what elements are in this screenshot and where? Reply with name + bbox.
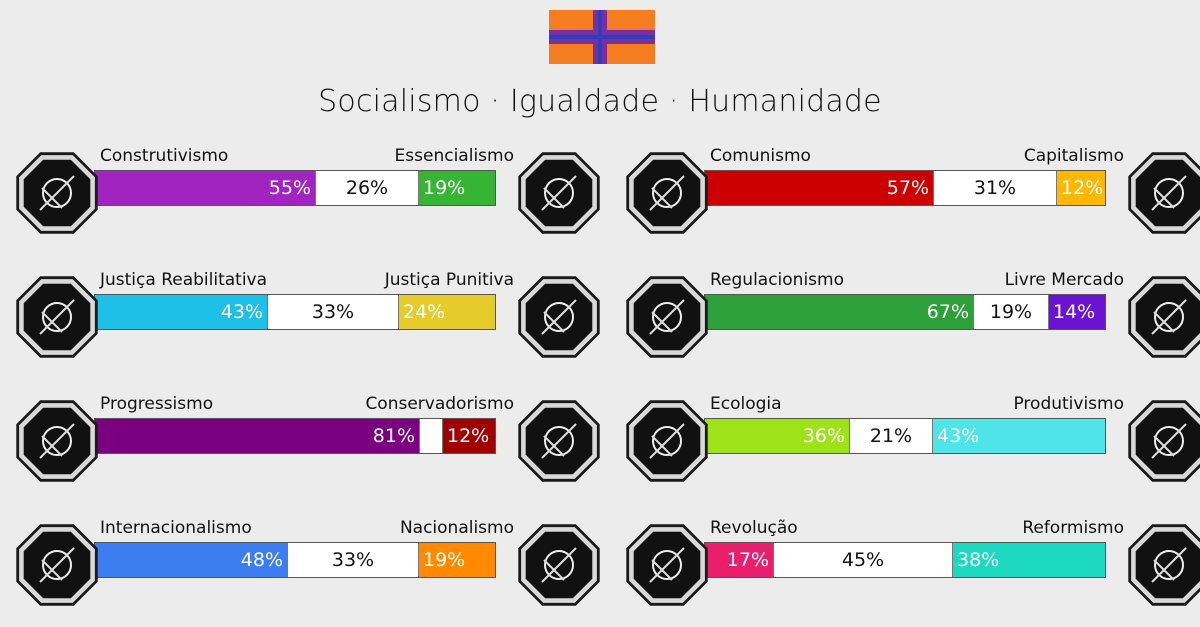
left-axis-label: Revolução — [710, 518, 798, 538]
axis-4: 81% 12% Progressismo Conservadorismo — [12, 394, 604, 486]
left-value-segment: 48% — [95, 543, 287, 577]
left-axis-label: Ecologia — [710, 394, 782, 414]
axis-2: 43% 33% 24% Justiça Reabilitativa Justiça Pu… — [12, 270, 604, 362]
gear-icon — [1124, 396, 1200, 486]
prison-bars-icon — [514, 272, 604, 362]
handshake-icon — [12, 272, 102, 362]
right-value-segment: 12% — [1057, 171, 1105, 205]
axis-bar: 55% 26% 19% — [94, 170, 496, 206]
mid-value-segment: 31% — [933, 171, 1057, 205]
axis-bar: 81% 12% — [94, 418, 496, 454]
right-axis-label: Livre Mercado — [1004, 270, 1124, 290]
flag-image — [549, 10, 655, 64]
eye-icon — [12, 148, 102, 238]
left-value-segment: 81% — [95, 419, 419, 453]
right-value-segment: 14% — [1049, 295, 1105, 329]
axis-7: 17% 45% 38% Revolução Reformismo — [622, 518, 1200, 610]
city-icon — [1124, 520, 1200, 610]
left-value-segment: 57% — [705, 171, 933, 205]
motto-title: Socialismo · Igualdade · Humanidade — [318, 84, 882, 119]
flower-icon — [514, 148, 604, 238]
left-axis-label: Regulacionismo — [710, 270, 844, 290]
left-value-segment: 55% — [95, 171, 315, 205]
left-axis-label: Progressismo — [100, 394, 214, 414]
axis-5: 36% 21% 43% Ecologia Produtivismo — [622, 394, 1200, 486]
axis-bar: 67% 19% 14% — [704, 294, 1106, 330]
axis-bar: 43% 33% 24% — [94, 294, 496, 330]
mid-value-segment — [419, 419, 443, 453]
right-axis-label: Conservadorismo — [365, 394, 514, 414]
hammer-sickle-icon — [622, 148, 712, 238]
axis-bar: 36% 21% 43% — [704, 418, 1106, 454]
axis-0: 55% 26% 19% Construtivismo Essencialismo — [12, 146, 604, 238]
axis-6: 48% 33% 19% Internacionalismo Nacionalismo — [12, 518, 604, 610]
money-bag-icon — [1124, 148, 1200, 238]
flag-icon — [514, 520, 604, 610]
left-value-segment: 67% — [705, 295, 973, 329]
axis-bar: 17% 45% 38% — [704, 542, 1106, 578]
axis-1: 57% 31% 12% Comunismo Capitalismo — [622, 146, 1200, 238]
right-value-segment: 19% — [419, 543, 495, 577]
right-value-segment: 38% — [953, 543, 1105, 577]
mid-value-segment: 45% — [773, 543, 953, 577]
right-axis-label: Reformismo — [1022, 518, 1124, 538]
right-value-segment: 24% — [399, 295, 495, 329]
butterfly-icon — [1124, 272, 1200, 362]
quill-icon — [514, 396, 604, 486]
right-axis-label: Essencialismo — [394, 146, 514, 166]
left-axis-label: Internacionalismo — [100, 518, 252, 538]
sprout-icon — [622, 396, 712, 486]
left-value-segment: 43% — [95, 295, 267, 329]
left-value-segment: 17% — [705, 543, 773, 577]
left-axis-label: Justiça Reabilitativa — [100, 270, 268, 290]
rose-icon — [622, 520, 712, 610]
right-axis-label: Justiça Punitiva — [384, 270, 514, 290]
mid-value-segment: 33% — [287, 543, 419, 577]
right-axis-label: Produtivismo — [1013, 394, 1124, 414]
mid-value-segment: 33% — [267, 295, 399, 329]
left-axis-label: Comunismo — [710, 146, 811, 166]
mid-value-segment: 26% — [315, 171, 419, 205]
rocket-icon — [12, 396, 102, 486]
left-axis-label: Construtivismo — [100, 146, 229, 166]
globe-icon — [12, 520, 102, 610]
axis-3: 67% 19% 14% Regulacionismo Livre Mercado — [622, 270, 1200, 362]
mid-value-segment: 19% — [973, 295, 1049, 329]
right-axis-label: Capitalismo — [1023, 146, 1124, 166]
left-value-segment: 36% — [705, 419, 849, 453]
right-value-segment: 19% — [419, 171, 495, 205]
right-value-segment: 43% — [933, 419, 1105, 453]
right-axis-label: Nacionalismo — [399, 518, 514, 538]
ruler-icon — [622, 272, 712, 362]
mid-value-segment: 21% — [849, 419, 933, 453]
axis-bar: 48% 33% 19% — [94, 542, 496, 578]
right-value-segment: 12% — [443, 419, 495, 453]
axis-bar: 57% 31% 12% — [704, 170, 1106, 206]
